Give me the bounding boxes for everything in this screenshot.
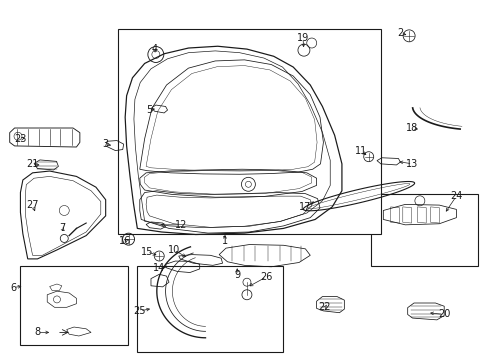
Text: 19: 19 (296, 33, 308, 43)
Text: 14: 14 (153, 263, 165, 273)
Bar (370, 194, 477, 266)
Text: 10: 10 (167, 245, 180, 255)
Text: 27: 27 (26, 200, 39, 210)
Text: 25: 25 (133, 306, 146, 316)
Bar (137, 266, 283, 352)
Text: 11: 11 (355, 146, 367, 156)
Text: 6: 6 (10, 283, 16, 293)
Text: 15: 15 (141, 247, 153, 257)
Text: 12: 12 (175, 220, 187, 230)
Text: 9: 9 (234, 270, 240, 280)
Text: 23: 23 (14, 134, 26, 144)
Text: 24: 24 (449, 191, 462, 201)
Text: 5: 5 (146, 105, 152, 115)
Text: 4: 4 (151, 44, 157, 54)
Text: 18: 18 (406, 123, 418, 133)
Text: 21: 21 (26, 159, 39, 169)
Text: 13: 13 (406, 159, 418, 169)
Text: 3: 3 (102, 139, 108, 149)
Text: 26: 26 (260, 272, 272, 282)
Text: 16: 16 (119, 236, 131, 246)
Text: 2: 2 (396, 28, 403, 38)
Text: 17: 17 (299, 202, 311, 212)
Text: 1: 1 (222, 236, 227, 246)
Text: 8: 8 (34, 327, 41, 337)
Text: 22: 22 (318, 302, 330, 312)
Text: 7: 7 (59, 224, 65, 233)
Text: 20: 20 (437, 310, 449, 319)
Bar (118, 30, 380, 234)
Bar (20, 266, 127, 345)
